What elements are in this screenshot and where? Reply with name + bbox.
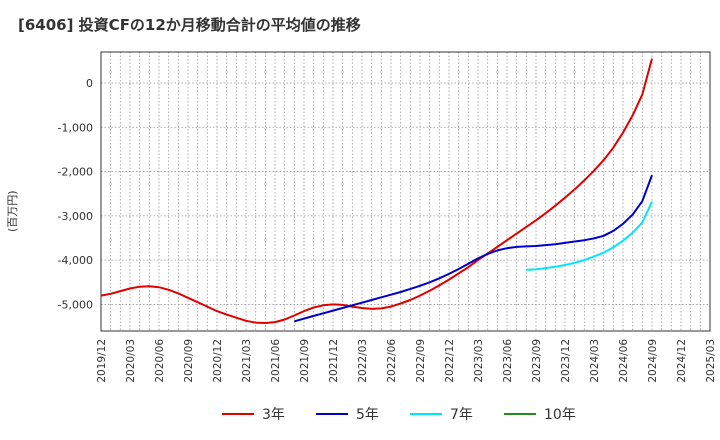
x-tick-label: 2020/03 — [125, 339, 137, 383]
x-tick-label: 2021/09 — [299, 339, 311, 383]
legend-item: 7年 — [410, 404, 473, 424]
x-tick-label: 2022/12 — [444, 339, 456, 383]
legend-swatch — [504, 413, 536, 415]
plot-area — [101, 52, 710, 331]
y-tick-label: 0 — [86, 77, 93, 90]
x-tick-label: 2025/03 — [705, 339, 717, 383]
series-line-7年 — [526, 201, 653, 271]
y-tick-label: -2,000 — [58, 166, 93, 179]
x-tick-label: 2024/03 — [589, 339, 601, 383]
chart-title: [6406] 投資CFの12か月移動合計の平均値の推移 — [18, 16, 361, 34]
series-line-3年 — [100, 58, 653, 324]
x-tick-label: 2022/06 — [386, 339, 398, 383]
legend-item: 5年 — [316, 404, 379, 424]
legend-swatch — [222, 413, 254, 415]
plot-frame — [100, 51, 711, 332]
legend-label: 10年 — [544, 407, 576, 423]
x-tick-label: 2020/06 — [154, 339, 166, 383]
x-tick-label: 2023/09 — [531, 339, 543, 383]
x-tick-label: 2021/12 — [328, 339, 340, 383]
y-tick-label: -3,000 — [58, 210, 93, 223]
x-tick-label: 2020/09 — [183, 339, 195, 383]
x-tick-label: 2022/09 — [415, 339, 427, 383]
y-tick-label: -1,000 — [58, 121, 93, 134]
x-tick-label: 2021/06 — [270, 339, 282, 383]
x-tick-label: 2020/12 — [212, 339, 224, 383]
x-tick-label: 2024/06 — [618, 339, 630, 383]
legend-swatch — [410, 413, 442, 415]
x-tick-label: 2021/03 — [241, 339, 253, 383]
y-tick-label: -4,000 — [58, 254, 93, 267]
legend-label: 5年 — [356, 407, 379, 423]
line-chart: 0 -1,000 -2,000 -3,000 -4,000 -5,000 2019/12 20… — [58, 51, 717, 383]
x-tick-label: 2019/12 — [96, 339, 108, 383]
x-tick-label: 2023/12 — [560, 339, 572, 383]
x-tick-label: 2024/12 — [676, 339, 688, 383]
x-tick-label: 2022/03 — [357, 339, 369, 383]
legend-item: 10年 — [504, 404, 576, 424]
x-tick-label: 2023/03 — [473, 339, 485, 383]
series-line-5年 — [294, 174, 653, 323]
legend-label: 3年 — [262, 407, 285, 423]
x-tick-label: 2024/09 — [647, 339, 659, 383]
legend-label: 7年 — [450, 407, 473, 423]
legend-swatch — [316, 413, 348, 415]
x-tick-label: 2023/06 — [502, 339, 514, 383]
y-tick-label: -5,000 — [58, 298, 93, 311]
legend-item: 3年 — [222, 404, 285, 424]
